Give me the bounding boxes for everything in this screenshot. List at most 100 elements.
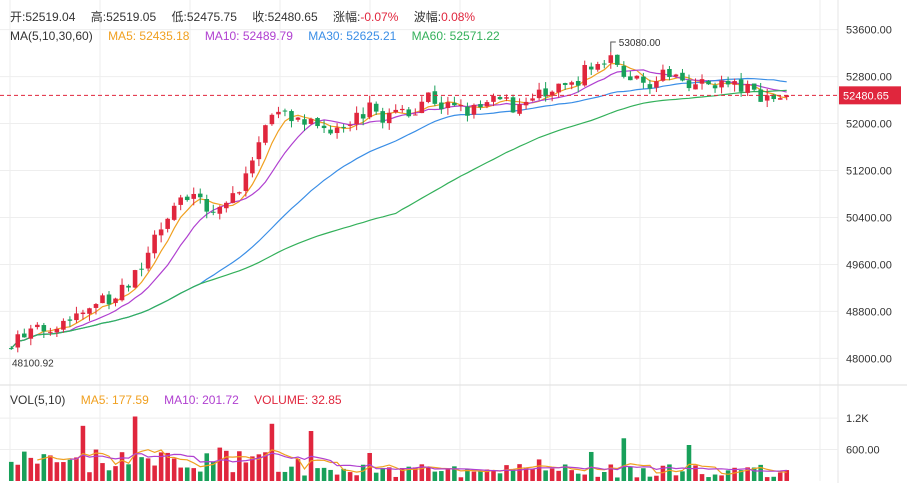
volume-bar — [334, 474, 340, 481]
volume-bar — [777, 472, 783, 481]
candle-body — [667, 68, 672, 78]
ma-legend: MA(5,10,30,60) MA5: 52435.18 MA10: 52489… — [10, 29, 500, 43]
volume-bar — [48, 455, 53, 481]
volume-bar — [426, 467, 431, 481]
volume-bar — [706, 477, 711, 481]
volume-legend: VOL(5,10) MA5: 177.59 MA10: 201.72 VOLUM… — [10, 393, 342, 407]
candle-body — [197, 193, 203, 198]
candle-body — [706, 80, 711, 85]
candle-body — [210, 211, 216, 213]
volume-bar — [575, 473, 581, 481]
volume-bar — [667, 464, 672, 481]
volume-bar — [321, 467, 327, 481]
high-label: 高: — [90, 10, 107, 24]
candle-body — [634, 75, 640, 79]
volume-bar — [93, 449, 99, 481]
candle-body — [686, 80, 692, 89]
close-value: 52480.65 — [267, 10, 318, 24]
candle-body — [693, 84, 698, 90]
volume-bar — [8, 461, 14, 481]
volume-bar — [406, 466, 412, 481]
candle-body — [93, 304, 99, 308]
candle-body — [504, 97, 509, 99]
volume-bar — [497, 473, 503, 481]
candle-body — [784, 95, 790, 98]
vol-ma5-legend: MA5: 177.59 — [80, 393, 149, 407]
volume-bar — [641, 468, 646, 481]
volume-bar — [315, 468, 320, 481]
volume-bar — [282, 471, 288, 481]
candle-body — [74, 313, 79, 321]
candle-body — [380, 111, 385, 123]
candle-body — [771, 94, 776, 100]
candle-body — [263, 125, 268, 143]
volume-bar — [758, 464, 763, 481]
volume-ma-line-ma10 — [69, 452, 787, 472]
volume-bar — [523, 467, 529, 481]
candle-body — [217, 206, 223, 214]
last-price-tag — [839, 86, 901, 105]
candle-body — [269, 114, 275, 125]
candle-body — [289, 111, 294, 122]
volume-bar — [478, 471, 483, 481]
candle-body — [491, 95, 496, 102]
candle-body — [458, 104, 464, 106]
candle-body — [237, 192, 242, 194]
candle-body — [100, 295, 105, 304]
ma-legend-title: MA(5,10,30,60) — [10, 29, 93, 43]
candle-body — [41, 325, 47, 332]
candle-body — [562, 83, 568, 85]
volume-bar — [517, 464, 522, 481]
candle-body — [497, 97, 503, 100]
volume-bar — [22, 451, 27, 481]
price-tick-label: 52800.00 — [846, 72, 892, 84]
candle-body — [725, 80, 731, 85]
candle-body — [367, 102, 372, 118]
candle-body — [28, 328, 34, 339]
candle-body — [419, 101, 425, 114]
price-tick-label: 52000.00 — [846, 119, 892, 131]
volume-bar — [224, 450, 229, 481]
candle-body — [113, 298, 118, 303]
low-annotation: 48100.92 — [12, 358, 54, 369]
volume-bar — [145, 458, 151, 481]
volume-bar — [276, 471, 281, 481]
volume-bar — [556, 470, 561, 481]
candle-body — [745, 83, 750, 93]
candle-body — [119, 284, 125, 301]
candle-body — [360, 114, 366, 119]
volume-bar — [263, 452, 268, 481]
high-annotation: 53080.00 — [619, 38, 661, 49]
price-tick-label: 49600.00 — [846, 259, 892, 271]
candle-body — [751, 83, 757, 90]
volume-bar — [197, 471, 203, 481]
candle-body — [719, 80, 724, 88]
candle-body — [393, 109, 399, 113]
volume-bar — [360, 464, 366, 481]
candle-body — [334, 127, 340, 134]
ma-line-ma60 — [10, 89, 787, 349]
volume-bar — [269, 423, 275, 481]
price-tick-label: 48800.00 — [846, 306, 892, 318]
candle-body — [478, 104, 483, 108]
candle-body — [321, 125, 327, 129]
volume-bar — [347, 472, 353, 481]
volume-bar — [393, 476, 399, 481]
candle-body — [673, 74, 679, 77]
volume-bar — [686, 445, 692, 481]
candle-body — [732, 81, 737, 85]
candle-body — [15, 334, 21, 348]
candle-body — [347, 124, 353, 126]
volume-tick-label: 600.00 — [846, 445, 880, 457]
candle-body — [152, 234, 157, 254]
candle-body — [178, 197, 183, 205]
volume-bar — [673, 475, 679, 481]
volume-bar — [171, 458, 177, 481]
volume-bar — [771, 476, 776, 481]
candle-body — [224, 202, 229, 209]
candle-body — [654, 81, 659, 88]
volume-bar — [191, 468, 197, 481]
volume-bar — [386, 467, 392, 481]
